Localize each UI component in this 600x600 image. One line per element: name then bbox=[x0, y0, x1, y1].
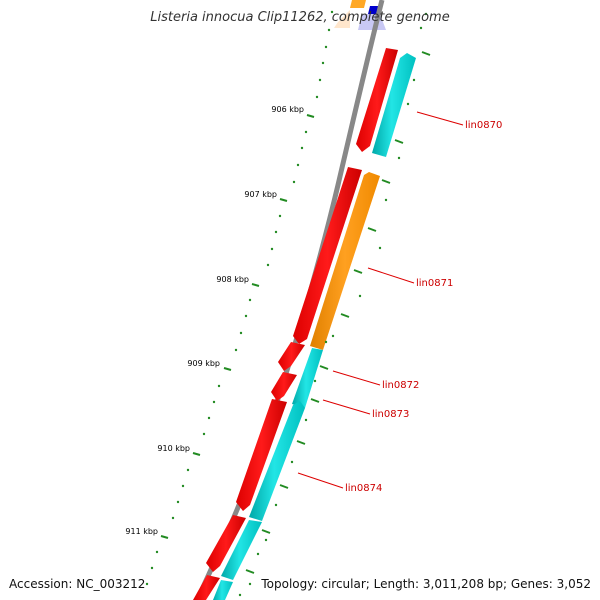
scale-label-906: 906 kbp bbox=[271, 105, 304, 114]
accession-text: Accession: NC_003212 bbox=[9, 577, 146, 591]
scale-ruler bbox=[145, 10, 334, 586]
scale-label-908: 908 kbp bbox=[216, 275, 249, 284]
scale-label-910: 910 kbp bbox=[157, 444, 190, 453]
topology-text: Topology: circular; Length: 3,011,208 bp… bbox=[261, 577, 591, 591]
cds-cyan-5 bbox=[213, 580, 233, 600]
cds-orange-1 bbox=[310, 172, 380, 350]
scale-major-ticks bbox=[160, 114, 315, 539]
gene-label-lin0870[interactable]: lin0870 bbox=[465, 120, 502, 131]
feature-ticks bbox=[245, 51, 431, 574]
cds-red-6 bbox=[206, 515, 246, 572]
cds-cyan-1 bbox=[372, 53, 416, 157]
scale-label-911: 911 kbp bbox=[125, 527, 158, 536]
cds-red-4 bbox=[271, 372, 297, 401]
cds-red-5 bbox=[236, 399, 287, 511]
cds-cyan-3 bbox=[249, 401, 305, 521]
scale-labels: 906 kbp 907 kbp 908 kbp 909 kbp 910 kbp … bbox=[125, 105, 304, 536]
gene-label-lin0874[interactable]: lin0874 bbox=[345, 483, 382, 494]
scale-label-909: 909 kbp bbox=[187, 359, 220, 368]
gene-label-lin0873[interactable]: lin0873 bbox=[372, 409, 409, 420]
top-feature-pale bbox=[334, 10, 350, 28]
cds-cyan-2 bbox=[292, 348, 323, 408]
top-feature-orange bbox=[350, 0, 366, 8]
gene-label-lin0872[interactable]: lin0872 bbox=[382, 380, 419, 391]
map-title: Listeria innocua Clip11262, complete gen… bbox=[150, 10, 450, 25]
gene-label-lin0871[interactable]: lin0871 bbox=[416, 278, 453, 289]
genome-backbone bbox=[194, 0, 385, 600]
cds-cyan-4 bbox=[221, 520, 262, 580]
gene-label-leaders bbox=[297, 111, 464, 489]
cds-red-2 bbox=[293, 167, 362, 344]
cds-red-3 bbox=[278, 342, 305, 371]
scale-label-907: 907 kbp bbox=[244, 190, 277, 199]
cds-red-1 bbox=[356, 48, 398, 152]
feature-dots bbox=[238, 12, 428, 597]
gene-labels: lin0870 lin0871 lin0872 lin0873 lin0874 bbox=[345, 120, 502, 494]
cds-red-7 bbox=[193, 575, 220, 600]
